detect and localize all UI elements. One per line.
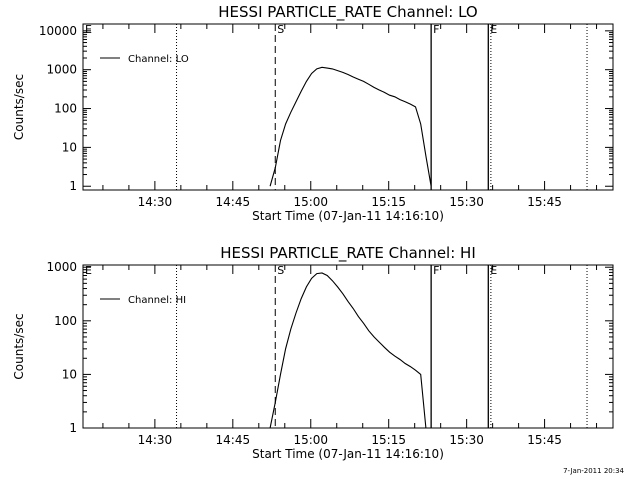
plot-frame <box>82 264 614 429</box>
event-marker-label: S <box>277 264 284 277</box>
event-marker-label: E <box>490 23 497 36</box>
x-tick-label: 15:15 <box>371 433 406 447</box>
y-tick-label: 1 <box>69 179 77 193</box>
x-tick-label: 15:00 <box>293 433 328 447</box>
x-axis-label: Start Time (07-Jan-11 14:16:10) <box>252 447 444 461</box>
event-marker-label: E <box>85 23 92 36</box>
event-marker-label: S <box>277 23 284 36</box>
y-tick-label: 100 <box>54 102 77 116</box>
plot-timestamp: 7-Jan-2011 20:34 <box>563 467 624 475</box>
plot-frame <box>82 23 614 191</box>
y-tick-label: 1 <box>69 421 77 435</box>
chart-title: HESSI PARTICLE_RATE Channel: LO <box>218 3 477 22</box>
series-line <box>269 272 427 429</box>
x-tick-label: 15:00 <box>293 195 328 209</box>
x-tick-label: 14:30 <box>138 433 173 447</box>
event-marker-label: F <box>433 264 439 277</box>
y-tick-label: 100 <box>54 314 77 328</box>
x-tick-label: 14:45 <box>216 195 251 209</box>
x-tick-label: 15:45 <box>527 433 562 447</box>
x-tick-label: 14:30 <box>138 195 173 209</box>
event-marker-label: E <box>85 264 92 277</box>
series-line <box>269 66 432 187</box>
x-tick-label: 15:45 <box>527 195 562 209</box>
chart-title: HESSI PARTICLE_RATE Channel: HI <box>220 244 476 263</box>
x-tick-label: 15:30 <box>449 195 484 209</box>
x-axis-label: Start Time (07-Jan-11 14:16:10) <box>252 209 444 223</box>
y-tick-label: 10000 <box>39 24 77 38</box>
x-tick-label: 15:30 <box>449 433 484 447</box>
legend-label: Channel: HI <box>128 295 186 306</box>
event-marker-label: F <box>433 23 439 36</box>
y-tick-label: 1000 <box>46 63 77 77</box>
x-tick-label: 15:15 <box>371 195 406 209</box>
x-tick-label: 14:45 <box>216 433 251 447</box>
y-tick-label: 10 <box>62 367 77 381</box>
y-axis-label: Counts/sec <box>12 74 26 140</box>
y-tick-label: 10 <box>62 140 77 154</box>
event-marker-label: E <box>490 264 497 277</box>
y-axis-label: Counts/sec <box>12 313 26 379</box>
legend-label: Channel: LO <box>128 54 189 65</box>
y-tick-label: 1000 <box>46 260 77 274</box>
